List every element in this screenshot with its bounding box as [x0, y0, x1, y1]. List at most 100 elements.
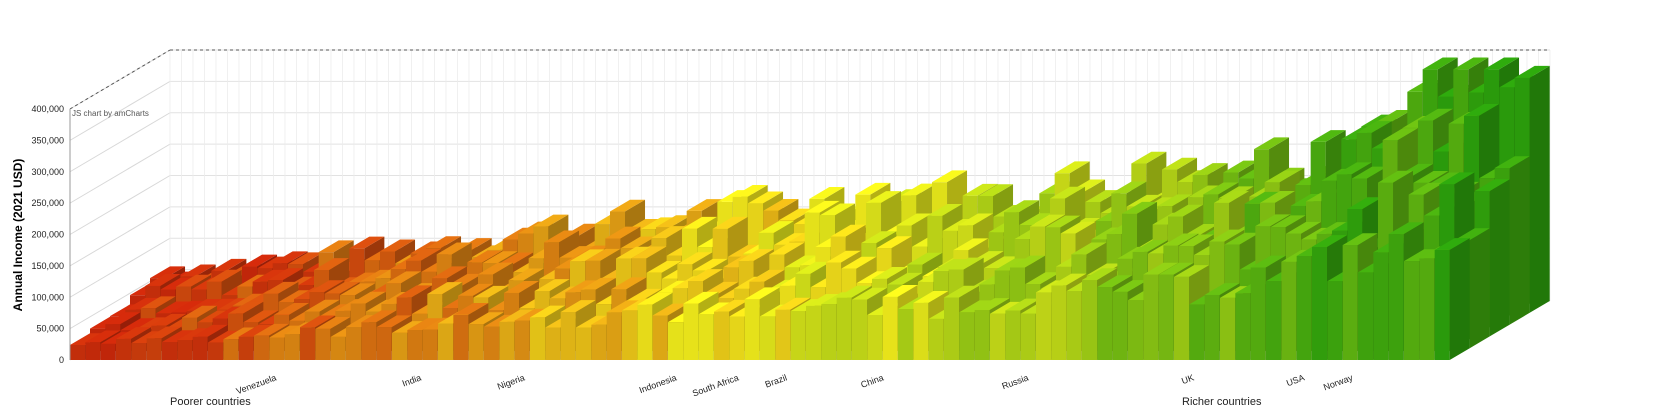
- bar-top-face: [140, 296, 176, 309]
- bar-top-face: [1045, 215, 1081, 228]
- bar-top-face: [1356, 121, 1392, 133]
- bar-top-face: [958, 213, 994, 226]
- bar-top-face: [1264, 170, 1300, 183]
- bar-top-face: [1474, 179, 1510, 191]
- bar-front-face: [1082, 280, 1098, 360]
- bar-front-face: [944, 297, 960, 360]
- bar-front-face: [1388, 234, 1404, 360]
- bar-top-face: [1192, 163, 1228, 175]
- bar-top-face: [758, 221, 794, 233]
- country-label: South Africa: [691, 372, 740, 398]
- bar-front-face: [1158, 274, 1174, 360]
- bar-top-face: [585, 248, 621, 261]
- bar-front-face: [330, 336, 346, 360]
- bar-top-face: [1111, 181, 1147, 194]
- bar-top-face: [1514, 65, 1550, 78]
- bar-top-face: [1071, 242, 1107, 255]
- country-label: Norway: [1322, 372, 1355, 392]
- bar-top-face: [1342, 233, 1378, 246]
- bar-top-face: [1347, 197, 1383, 209]
- bar-top-face: [692, 258, 728, 271]
- bar-front-face: [852, 299, 868, 360]
- bar-front-face: [1143, 274, 1159, 360]
- bar-top-face: [1223, 160, 1259, 173]
- bar-top-face: [263, 281, 299, 294]
- bar-top-face: [268, 268, 304, 280]
- bar-top-face: [974, 298, 1010, 310]
- bar-top-face: [1260, 191, 1296, 203]
- bar-front-face: [300, 327, 316, 360]
- bar-front-face: [714, 311, 730, 360]
- bar-front-face: [146, 338, 162, 360]
- bar-top-face: [318, 240, 354, 253]
- bar-top-face: [228, 301, 264, 314]
- bar-top-face: [769, 242, 805, 255]
- bar-top-face: [712, 216, 748, 229]
- bar-top-face: [646, 260, 682, 273]
- bar-front-face: [116, 338, 132, 360]
- bar-top-face: [1157, 194, 1193, 207]
- y-tick-label: 400,000: [31, 104, 64, 114]
- country-label: Indonesia: [638, 372, 678, 395]
- bar-top-face: [150, 266, 186, 279]
- bar-column[interactable]: [1434, 238, 1470, 360]
- bar-top-face: [656, 215, 692, 228]
- bar-top-face: [932, 170, 968, 183]
- bar-front-face: [177, 339, 193, 360]
- bar-top-face: [631, 246, 667, 259]
- bar-top-face: [482, 251, 518, 263]
- bar-top-face: [1352, 166, 1388, 179]
- bar-top-face: [1203, 182, 1239, 195]
- bar-top-face: [1019, 213, 1055, 225]
- bar-top-face: [105, 312, 141, 325]
- bar-top-face: [171, 300, 207, 313]
- y-tick-label: 250,000: [31, 198, 64, 208]
- bar-top-face: [1250, 255, 1286, 268]
- bar-top-face: [145, 274, 181, 286]
- bar-front-face: [821, 304, 837, 360]
- bar-top-face: [620, 236, 656, 249]
- bar-top-face: [340, 283, 376, 296]
- bar-front-face: [606, 312, 622, 360]
- bar-top-face: [350, 291, 386, 304]
- y-tick-label: 350,000: [31, 135, 64, 145]
- grid-side-line: [69, 112, 171, 173]
- bar-top-face: [206, 269, 242, 282]
- bar-side-face: [1529, 65, 1550, 313]
- bar-top-face: [887, 272, 923, 285]
- bar-top-face: [533, 214, 569, 227]
- bar-top-face: [896, 213, 932, 226]
- bar-top-face: [1004, 200, 1040, 213]
- bar-top-face: [1286, 221, 1322, 234]
- bar-top-face: [436, 242, 472, 255]
- bar-top-face: [116, 327, 152, 339]
- bar-top-face: [703, 281, 739, 294]
- bar-front-face: [284, 334, 300, 360]
- bar-top-face: [616, 246, 652, 259]
- bar-top-face: [478, 262, 514, 275]
- bar-top-face: [806, 293, 842, 306]
- bar-front-face: [1404, 261, 1420, 360]
- bar-top-face: [1054, 161, 1090, 174]
- bar-front-face: [836, 297, 852, 360]
- bar-front-face: [1434, 249, 1450, 360]
- bar-top-face: [1050, 186, 1086, 199]
- bar-top-face: [380, 239, 416, 252]
- bar-front-face: [468, 324, 484, 360]
- bar-top-face: [1310, 130, 1346, 142]
- bar-top-face: [749, 269, 785, 282]
- country-label: China: [859, 372, 885, 389]
- bar-top-face: [738, 249, 774, 261]
- bar-top-face: [1418, 108, 1454, 121]
- top-edge-left: [69, 49, 171, 110]
- bar-top-face: [927, 203, 963, 216]
- bar-top-face: [826, 250, 862, 263]
- bar-top-face: [640, 217, 676, 230]
- bar-top-face: [978, 184, 1014, 197]
- chart-credit[interactable]: JS chart by amCharts: [72, 109, 149, 118]
- bar-top-face: [605, 226, 641, 239]
- bar-top-face: [1454, 228, 1490, 241]
- grid-side-line: [69, 206, 171, 267]
- bar-top-face: [907, 252, 943, 265]
- y-axis-title: Annual Income (2021 USD): [11, 159, 25, 312]
